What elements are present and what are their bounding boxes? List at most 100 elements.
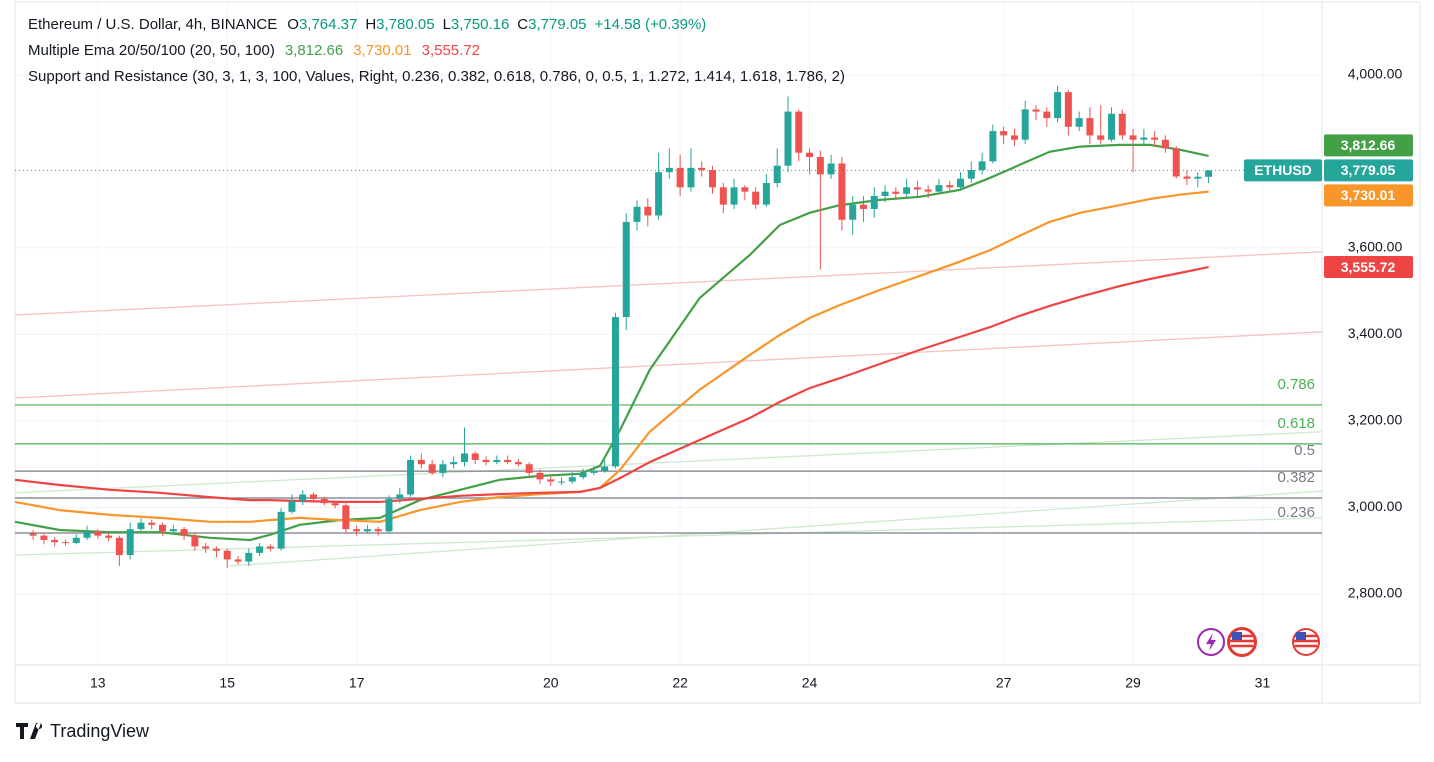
candle-body <box>558 481 566 483</box>
candle-body <box>752 191 760 205</box>
level-label: 0.382 <box>1277 469 1315 486</box>
candle-body <box>202 546 210 549</box>
candle-body <box>579 472 587 478</box>
candle-body <box>1086 118 1094 136</box>
candle-body <box>644 206 652 216</box>
candle-body <box>870 195 878 209</box>
candle-body <box>331 503 339 506</box>
price-badge-label: 3,779.05 <box>1341 162 1396 178</box>
price-badge <box>1324 256 1413 279</box>
brand-name: TradingView <box>50 721 150 741</box>
y-tick-label: 3,000.00 <box>1348 498 1403 514</box>
sr-legend: Support and Resistance (30, 3, 1, 3, 100… <box>28 68 845 85</box>
candle-body <box>266 546 274 549</box>
candle-body <box>655 172 663 216</box>
symbol-title: Ethereum / U.S. Dollar, 4h, BINANCE <box>28 16 277 33</box>
candle-body <box>806 152 814 158</box>
candle-body <box>137 522 145 530</box>
candle-body <box>946 185 954 188</box>
trend-line <box>14 431 1323 494</box>
ema-line <box>14 190 1209 523</box>
candle-body <box>363 529 371 532</box>
candle-body <box>320 498 328 504</box>
candle-body <box>407 459 415 495</box>
candle-body <box>212 548 220 551</box>
flag-canton <box>1232 632 1242 640</box>
candle-body <box>881 191 889 196</box>
candle-body <box>83 531 91 538</box>
trend-line <box>14 251 1323 316</box>
x-tick-label: 15 <box>219 675 235 691</box>
candle-body <box>169 529 177 532</box>
ema-value: 3,730.01 <box>353 42 411 59</box>
legend-area: Ethereum / U.S. Dollar, 4h, BINANCE O3,76… <box>28 16 845 85</box>
candle-body <box>385 498 393 532</box>
candle-body <box>309 494 317 499</box>
candle-body <box>773 165 781 183</box>
ema-line <box>14 266 1209 503</box>
brand-logo[interactable]: TradingView <box>16 721 150 741</box>
candle-body <box>482 459 490 463</box>
x-tick-label: 27 <box>996 675 1012 691</box>
candle-body <box>784 111 792 166</box>
candle-body <box>493 459 501 463</box>
candle-body <box>514 462 522 465</box>
y-tick-label: 3,400.00 <box>1348 325 1403 341</box>
symbol-legend: Ethereum / U.S. Dollar, 4h, BINANCE O3,76… <box>28 16 706 33</box>
symbol-badge-label: ETHUSD <box>1254 162 1312 178</box>
candle-body <box>417 459 425 465</box>
candle-body <box>611 317 619 467</box>
event-icons[interactable] <box>1197 627 1320 657</box>
candle-body <box>234 559 242 562</box>
ohlc-value: 3,779.05 <box>528 16 586 33</box>
trend-line <box>14 331 1323 399</box>
candle-body <box>1183 176 1191 179</box>
candle-body <box>1043 111 1051 119</box>
candle-body <box>525 464 533 473</box>
y-tick-label: 2,800.00 <box>1348 585 1403 601</box>
candle-body <box>730 187 738 205</box>
candle-body <box>849 204 857 220</box>
x-tick-label: 17 <box>349 675 365 691</box>
candle-body <box>838 163 846 220</box>
candle-body <box>223 550 231 560</box>
candle-body <box>633 206 641 222</box>
candle-body <box>460 453 468 463</box>
logo-mark <box>16 723 43 739</box>
level-label: 0.618 <box>1277 415 1315 432</box>
candle-body <box>601 466 609 471</box>
candle-body <box>126 529 134 556</box>
candle-body <box>450 462 458 465</box>
candle-body <box>687 167 695 188</box>
level-label: 0.786 <box>1277 376 1315 393</box>
candle-body <box>29 533 37 536</box>
ohlc-key: C <box>517 16 528 33</box>
ohlc-key: O <box>287 16 299 33</box>
x-tick-label: 13 <box>90 675 106 691</box>
candle-body <box>1021 109 1029 140</box>
price-badge-label: 3,812.66 <box>1341 137 1396 153</box>
candle-body <box>708 170 716 188</box>
candle-body <box>342 505 350 530</box>
candle-body <box>913 187 921 190</box>
candle-body <box>40 535 48 540</box>
candle-body <box>61 542 69 544</box>
candle-body <box>903 187 911 194</box>
candle-body <box>180 529 188 536</box>
candle-body <box>547 479 555 482</box>
candle-body <box>148 522 156 525</box>
price-badge <box>1324 184 1413 207</box>
candle-body <box>1129 135 1137 140</box>
candle-body <box>396 494 404 499</box>
candle-body <box>676 167 684 188</box>
candle-body <box>299 494 307 502</box>
plot-area: 0.786 0.618 0.5 0.382 0.236 <box>14 3 1323 665</box>
candle-body <box>957 178 965 188</box>
candle-body <box>1151 137 1159 140</box>
ema-value: 3,812.66 <box>285 42 343 59</box>
candle-body <box>1054 92 1062 119</box>
candle-body <box>741 187 749 192</box>
candle-body <box>1075 118 1083 127</box>
ohlc-value: 3,780.05 <box>376 16 434 33</box>
